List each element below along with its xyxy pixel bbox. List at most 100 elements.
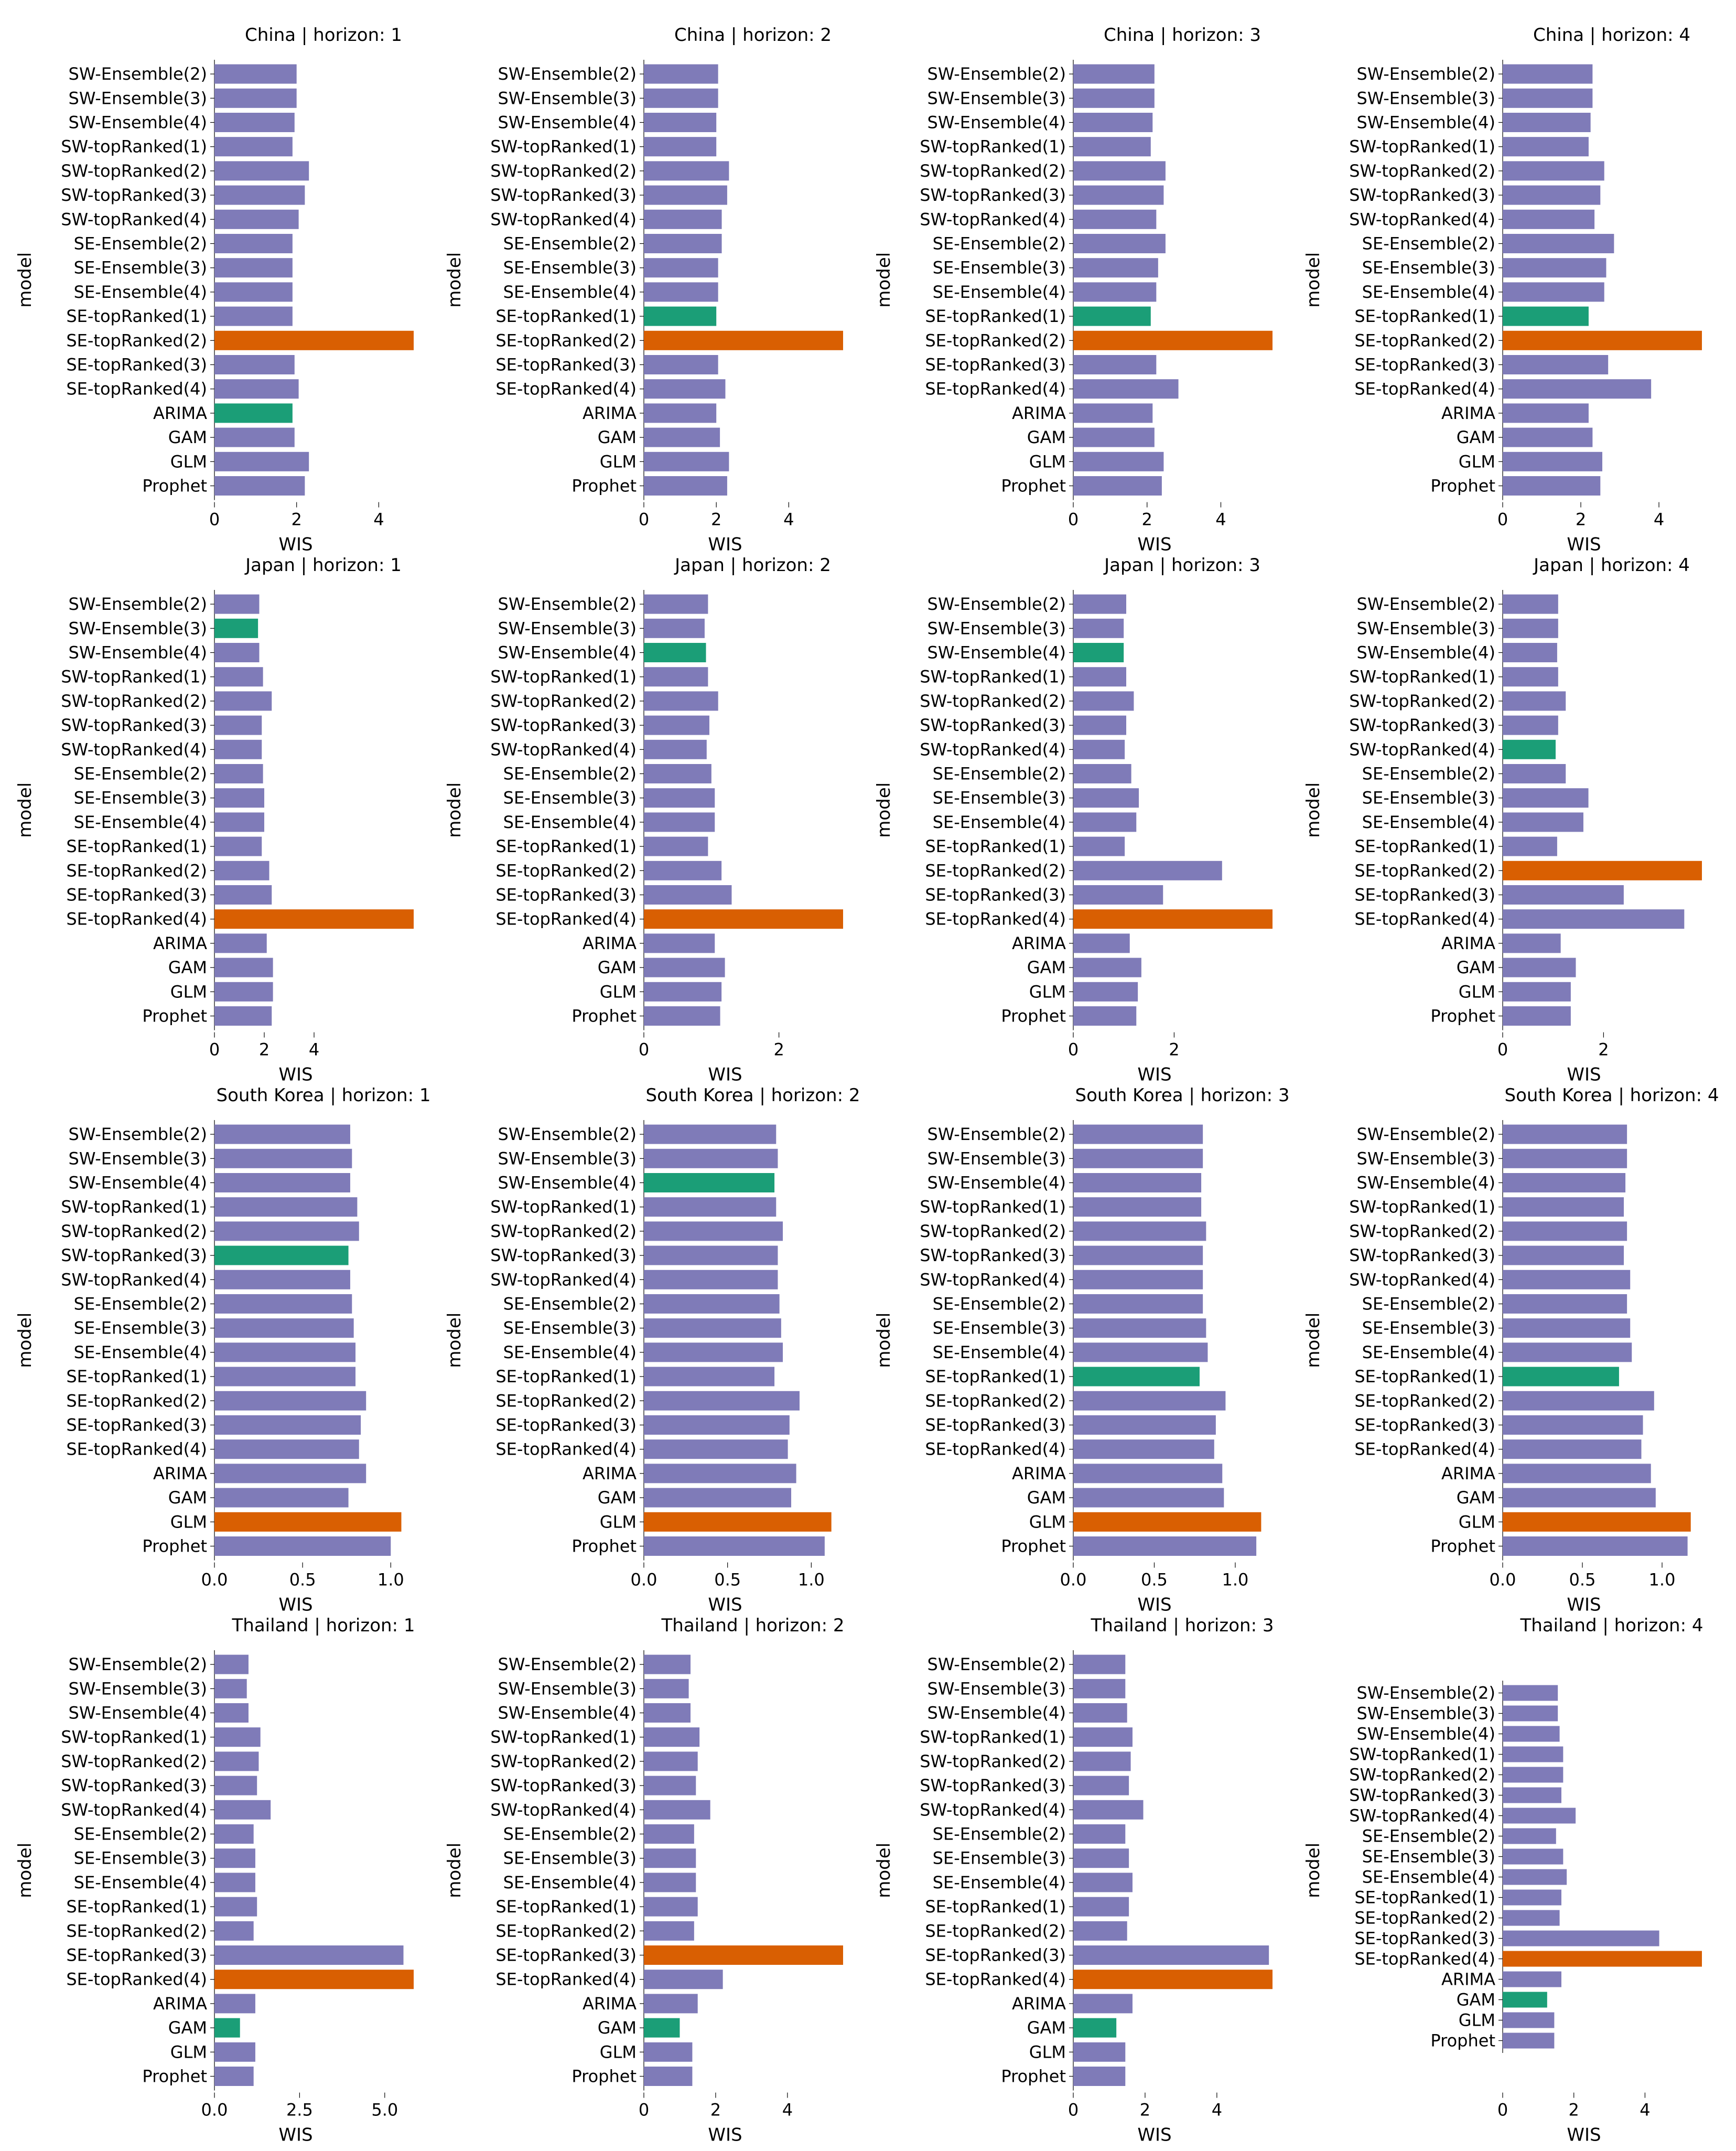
bar-sw-topranked-4 (644, 1270, 778, 1289)
category-label: SE-Ensemble(2) (74, 234, 207, 254)
category-label: SE-Ensemble(3) (74, 258, 207, 278)
x-axis-label: WIS (1567, 534, 1601, 555)
panel-thailand-horizon-4: Thailand | horizon: 4SW-Ensemble(2)SW-En… (1303, 1615, 1703, 2146)
category-label: SW-topRanked(3) (920, 715, 1066, 735)
x-tick-label: 0.0 (201, 1570, 228, 1590)
category-label: SW-topRanked(2) (490, 161, 637, 181)
x-tick-label: 0.5 (289, 1570, 316, 1590)
bar-sw-ensemble-4 (1503, 643, 1557, 662)
y-axis-label: model (874, 1313, 894, 1368)
bar-sw-topranked-4 (644, 1800, 710, 1820)
bar-se-topranked-4 (1073, 1439, 1214, 1459)
bar-sw-topranked-4 (1503, 739, 1556, 759)
bar-glm (214, 2042, 255, 2062)
x-tick-label: 0 (209, 510, 220, 530)
category-label: Prophet (1430, 1006, 1495, 1026)
bar-se-topranked-2 (1073, 861, 1222, 880)
category-label: SW-topRanked(2) (490, 1751, 637, 1771)
bar-sw-ensemble-4 (644, 1173, 775, 1192)
bar-se-topranked-2 (644, 1921, 694, 1941)
panel-china-horizon-2: China | horizon: 2 SW-Ensemble(2) SW-Ensem… (444, 25, 843, 555)
category-label: SE-topRanked(4) (66, 1439, 207, 1459)
category-label: Prophet (1430, 1536, 1495, 1556)
bar-sw-ensemble-3 (1503, 88, 1593, 108)
panel-title: Japan | horizon: 3 (1103, 555, 1260, 576)
category-label: SW-Ensemble(2) (928, 1654, 1066, 1674)
category-label: ARIMA (1012, 1994, 1066, 2014)
bar-sw-topranked-2 (644, 1751, 698, 1771)
bar-arima (214, 1464, 366, 1483)
category-label: SE-Ensemble(3) (933, 1848, 1066, 1868)
category-label: GAM (168, 427, 207, 447)
category-label: GLM (170, 451, 207, 471)
category-label: SW-topRanked(3) (920, 1776, 1066, 1795)
category-label: SE-topRanked(2) (1354, 330, 1495, 350)
bar-glm (214, 451, 309, 471)
bar-se-ensemble-3 (1073, 1848, 1129, 1868)
bar-se-ensemble-2 (1503, 1294, 1627, 1314)
bar-sw-ensemble-4 (1503, 113, 1591, 132)
bar-sw-ensemble-3 (214, 88, 297, 108)
category-label: SE-Ensemble(3) (933, 1318, 1066, 1338)
category-label: SW-topRanked(4) (1349, 209, 1495, 229)
category-label: GLM (1459, 1512, 1495, 1532)
y-axis-label: model (1303, 252, 1324, 308)
bar-sw-topranked-1 (644, 1197, 777, 1217)
category-label: SE-topRanked(1) (1354, 306, 1495, 326)
category-label: SW-topRanked(4) (1349, 1270, 1495, 1289)
panel-china-horizon-4: China | horizon: 4 SW-Ensemble(2) SW-Ensem… (1303, 25, 1702, 555)
bar-se-topranked-2 (1503, 1910, 1560, 1926)
category-label: SE-topRanked(2) (925, 330, 1066, 350)
bar-prophet (1073, 476, 1162, 496)
x-tick-label: 2 (259, 1040, 269, 1060)
x-axis-label: WIS (1137, 2125, 1171, 2146)
category-label: SW-Ensemble(3) (69, 618, 207, 638)
bar-prophet (644, 1536, 825, 1556)
bar-se-topranked-4 (214, 1439, 359, 1459)
category-label: SE-Ensemble(2) (74, 1294, 207, 1314)
category-label: SE-topRanked(4) (1354, 1949, 1495, 1969)
category-label: SW-topRanked(2) (1349, 1221, 1495, 1241)
bar-sw-ensemble-2 (644, 1124, 777, 1144)
bar-se-topranked-4 (644, 909, 843, 929)
bar-se-ensemble-2 (1073, 764, 1131, 783)
y-axis-label: model (15, 1313, 36, 1368)
category-label: SW-topRanked(3) (61, 1776, 207, 1795)
category-label: SW-topRanked(1) (920, 667, 1066, 687)
bar-se-ensemble-4 (214, 1342, 356, 1362)
category-label: ARIMA (583, 403, 637, 423)
bar-sw-topranked-4 (1073, 739, 1125, 759)
bar-sw-topranked-2 (1073, 161, 1166, 181)
panel-south-korea-horizon-1: South Korea | horizon: 1 SW-Ensemble(2) SW… (15, 1085, 430, 1616)
y-axis-label: model (874, 782, 894, 838)
category-label: SW-topRanked(2) (61, 161, 207, 181)
category-label: SE-topRanked(2) (66, 1921, 207, 1941)
category-label: SW-topRanked(4) (61, 739, 207, 759)
bar-sw-topranked-1 (1503, 1197, 1624, 1217)
bar-prophet (1503, 1536, 1688, 1556)
bar-se-topranked-1 (644, 836, 708, 856)
category-label: GAM (1027, 958, 1066, 977)
bar-gam (1073, 1488, 1224, 1508)
bar-sw-ensemble-3 (214, 1679, 247, 1698)
bar-se-topranked-1 (1073, 306, 1151, 326)
y-axis-label: model (444, 1313, 465, 1368)
x-tick-label: 2 (710, 2100, 721, 2120)
bar-sw-topranked-1 (1073, 1727, 1133, 1747)
bar-arima (1073, 933, 1130, 953)
category-label: SW-Ensemble(3) (69, 1679, 207, 1698)
bar-glm (1503, 1512, 1691, 1532)
category-label: SE-topRanked(4) (495, 1970, 637, 1989)
category-label: SW-topRanked(1) (61, 1727, 207, 1747)
category-label: GAM (168, 1488, 207, 1508)
bar-arima (644, 933, 715, 953)
category-label: SE-topRanked(3) (66, 1415, 207, 1435)
bar-sw-topranked-3 (1503, 1245, 1624, 1265)
category-label: Prophet (572, 476, 637, 496)
bar-prophet (1073, 1536, 1257, 1556)
category-label: GLM (170, 1512, 207, 1532)
category-label: SE-Ensemble(3) (74, 1318, 207, 1338)
category-label: SW-Ensemble(4) (1357, 1724, 1495, 1744)
y-axis-label: model (444, 1843, 465, 1898)
bar-gam (644, 427, 720, 447)
